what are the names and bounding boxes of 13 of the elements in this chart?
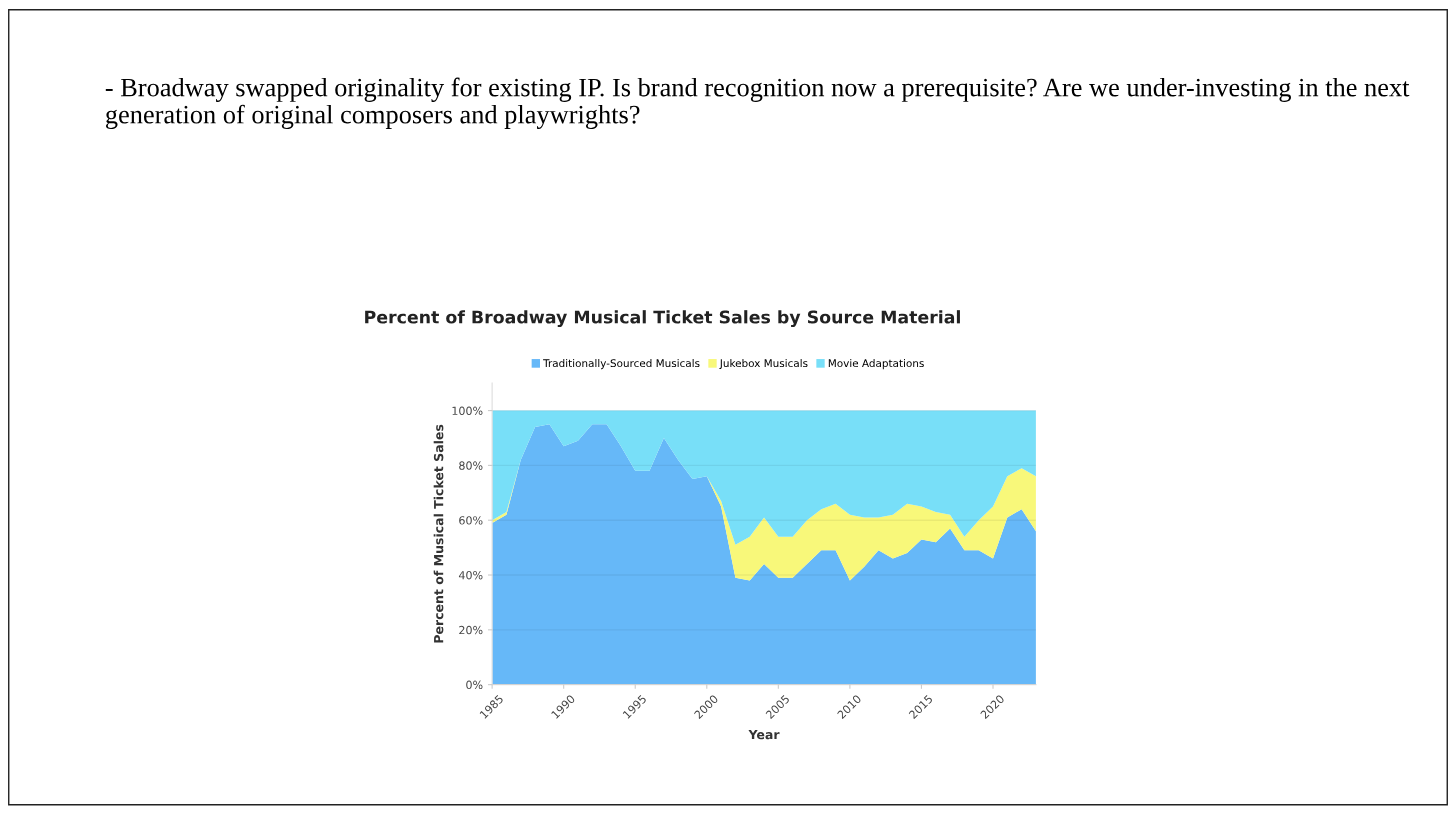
legend-label: Jukebox Musicals bbox=[719, 359, 808, 370]
x-axis-title: Year bbox=[748, 729, 780, 740]
legend-label: Movie Adaptations bbox=[828, 359, 924, 370]
y-tick-label: 40% bbox=[458, 570, 483, 580]
chart-title: Percent of Broadway Musical Ticket Sales by Source Material bbox=[365, 310, 960, 328]
y-axis-title: Percent of Musical Ticket Sales bbox=[433, 424, 444, 643]
text: - Broadway swapped originality for existing IP. Is brand recognition now a prerequisite? Are we under-investing in the next generation of original composers and playwrights? bbox=[105, 77, 1410, 129]
y-tick-label: 60% bbox=[459, 516, 483, 525]
y-tick-label: 20% bbox=[459, 625, 483, 635]
y-tick-label: 100% bbox=[452, 406, 483, 415]
legend-label: Traditionally-Sourced Musicals bbox=[543, 359, 700, 370]
y-tick-label: 80% bbox=[459, 461, 483, 470]
y-tick-label: 0% bbox=[466, 680, 483, 690]
